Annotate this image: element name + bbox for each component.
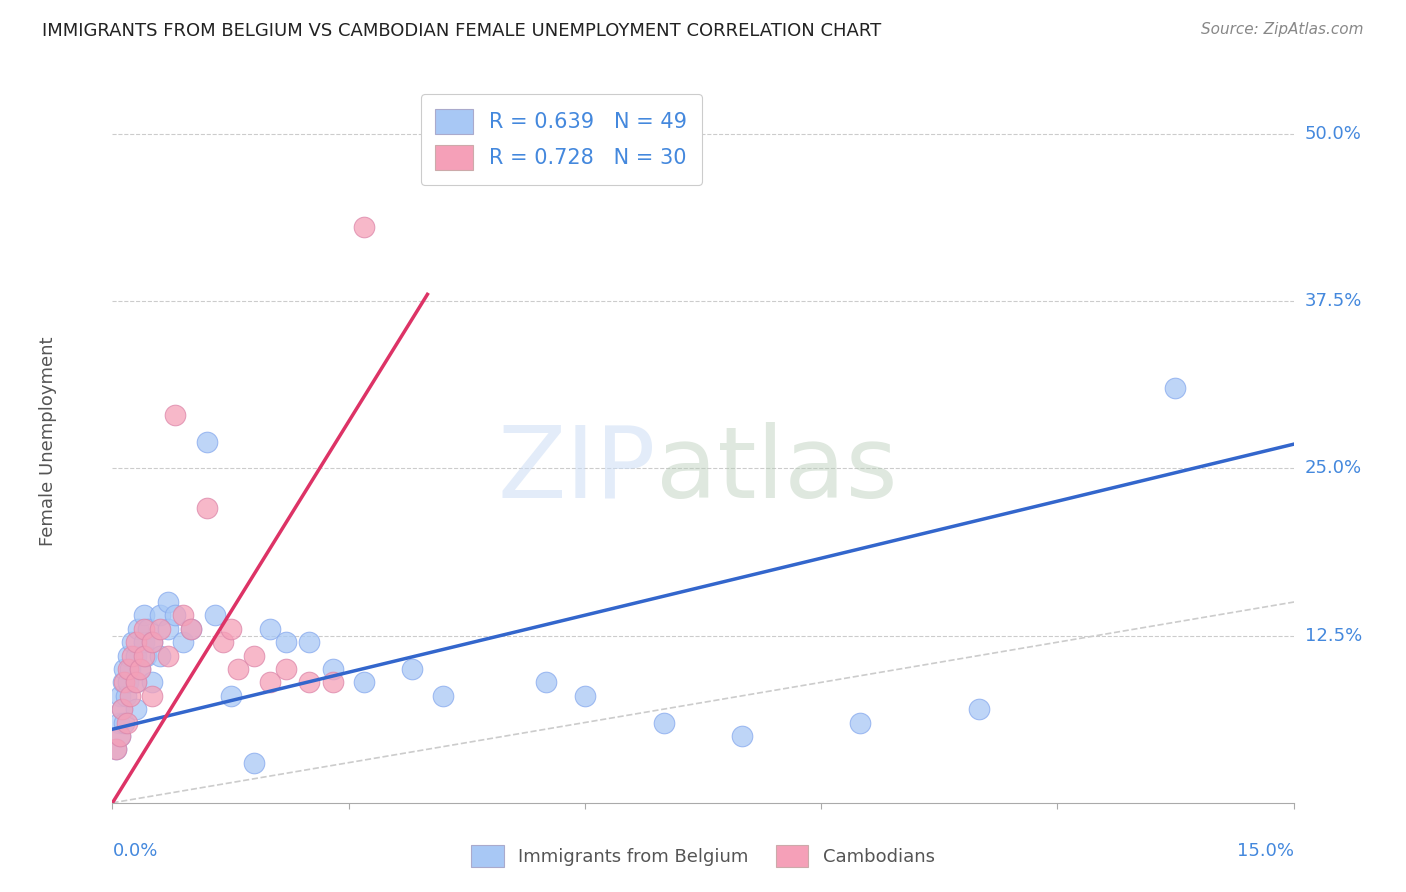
Point: [121, 648, 143, 663]
Point: [129, 662, 152, 676]
Point: [165, 608, 187, 623]
Point: [105, 742, 128, 756]
Point: [298, 675, 321, 690]
Point: [110, 729, 132, 743]
Point: [353, 220, 375, 235]
Point: [274, 635, 297, 649]
Point: [121, 635, 143, 649]
Point: [243, 648, 266, 663]
Point: [118, 662, 141, 676]
Point: [125, 635, 148, 649]
Point: [298, 635, 321, 649]
Point: [129, 662, 152, 676]
Text: atlas: atlas: [655, 422, 897, 519]
Point: [243, 756, 266, 770]
Point: [259, 675, 281, 690]
Text: Source: ZipAtlas.com: Source: ZipAtlas.com: [1201, 22, 1364, 37]
Point: [259, 622, 281, 636]
Point: [107, 715, 129, 730]
Point: [172, 635, 194, 649]
Point: [111, 702, 134, 716]
Point: [110, 689, 132, 703]
Legend: R = 0.639   N = 49, R = 0.728   N = 30: R = 0.639 N = 49, R = 0.728 N = 30: [420, 95, 702, 185]
Point: [219, 622, 242, 636]
Point: [156, 622, 179, 636]
Point: [115, 715, 138, 730]
Point: [967, 702, 990, 716]
Point: [110, 729, 132, 743]
Point: [135, 648, 157, 663]
Point: [322, 675, 344, 690]
Point: [353, 675, 375, 690]
Point: [111, 675, 134, 690]
Point: [125, 675, 148, 690]
Text: 12.5%: 12.5%: [1305, 626, 1362, 645]
Point: [141, 689, 163, 703]
Point: [132, 648, 155, 663]
Point: [141, 635, 163, 649]
Point: [211, 635, 233, 649]
Point: [165, 408, 187, 422]
Point: [180, 622, 202, 636]
Point: [731, 729, 754, 743]
Point: [219, 689, 242, 703]
Point: [117, 675, 139, 690]
Point: [652, 715, 675, 730]
Text: IMMIGRANTS FROM BELGIUM VS CAMBODIAN FEMALE UNEMPLOYMENT CORRELATION CHART: IMMIGRANTS FROM BELGIUM VS CAMBODIAN FEM…: [42, 22, 882, 40]
Point: [204, 608, 226, 623]
Point: [132, 608, 155, 623]
Text: 15.0%: 15.0%: [1236, 842, 1294, 860]
Point: [115, 689, 138, 703]
Point: [228, 662, 250, 676]
Text: ZIP: ZIP: [498, 422, 655, 519]
Point: [127, 622, 149, 636]
Point: [125, 648, 148, 663]
Point: [849, 715, 872, 730]
Point: [141, 635, 163, 649]
Text: 37.5%: 37.5%: [1305, 292, 1362, 310]
Legend: Immigrants from Belgium, Cambodians: Immigrants from Belgium, Cambodians: [464, 838, 942, 874]
Point: [149, 622, 172, 636]
Point: [111, 702, 134, 716]
Point: [149, 648, 172, 663]
Point: [156, 648, 179, 663]
Point: [112, 715, 135, 730]
Point: [112, 675, 135, 690]
Point: [105, 742, 128, 756]
Point: [401, 662, 423, 676]
Point: [574, 689, 596, 703]
Point: [125, 675, 148, 690]
Point: [432, 689, 454, 703]
Point: [180, 622, 202, 636]
Point: [149, 608, 172, 623]
Point: [125, 702, 148, 716]
Point: [117, 648, 139, 663]
Point: [118, 689, 141, 703]
Point: [274, 662, 297, 676]
Point: [132, 635, 155, 649]
Point: [195, 434, 218, 449]
Point: [172, 608, 194, 623]
Point: [136, 622, 159, 636]
Point: [117, 662, 139, 676]
Point: [534, 675, 557, 690]
Text: 50.0%: 50.0%: [1305, 125, 1361, 143]
Point: [1164, 381, 1187, 395]
Point: [141, 675, 163, 690]
Point: [112, 662, 135, 676]
Text: 0.0%: 0.0%: [112, 842, 157, 860]
Point: [322, 662, 344, 676]
Text: Female Unemployment: Female Unemployment: [38, 337, 56, 546]
Point: [132, 622, 155, 636]
Text: 25.0%: 25.0%: [1305, 459, 1362, 477]
Point: [195, 501, 218, 516]
Point: [156, 595, 179, 609]
